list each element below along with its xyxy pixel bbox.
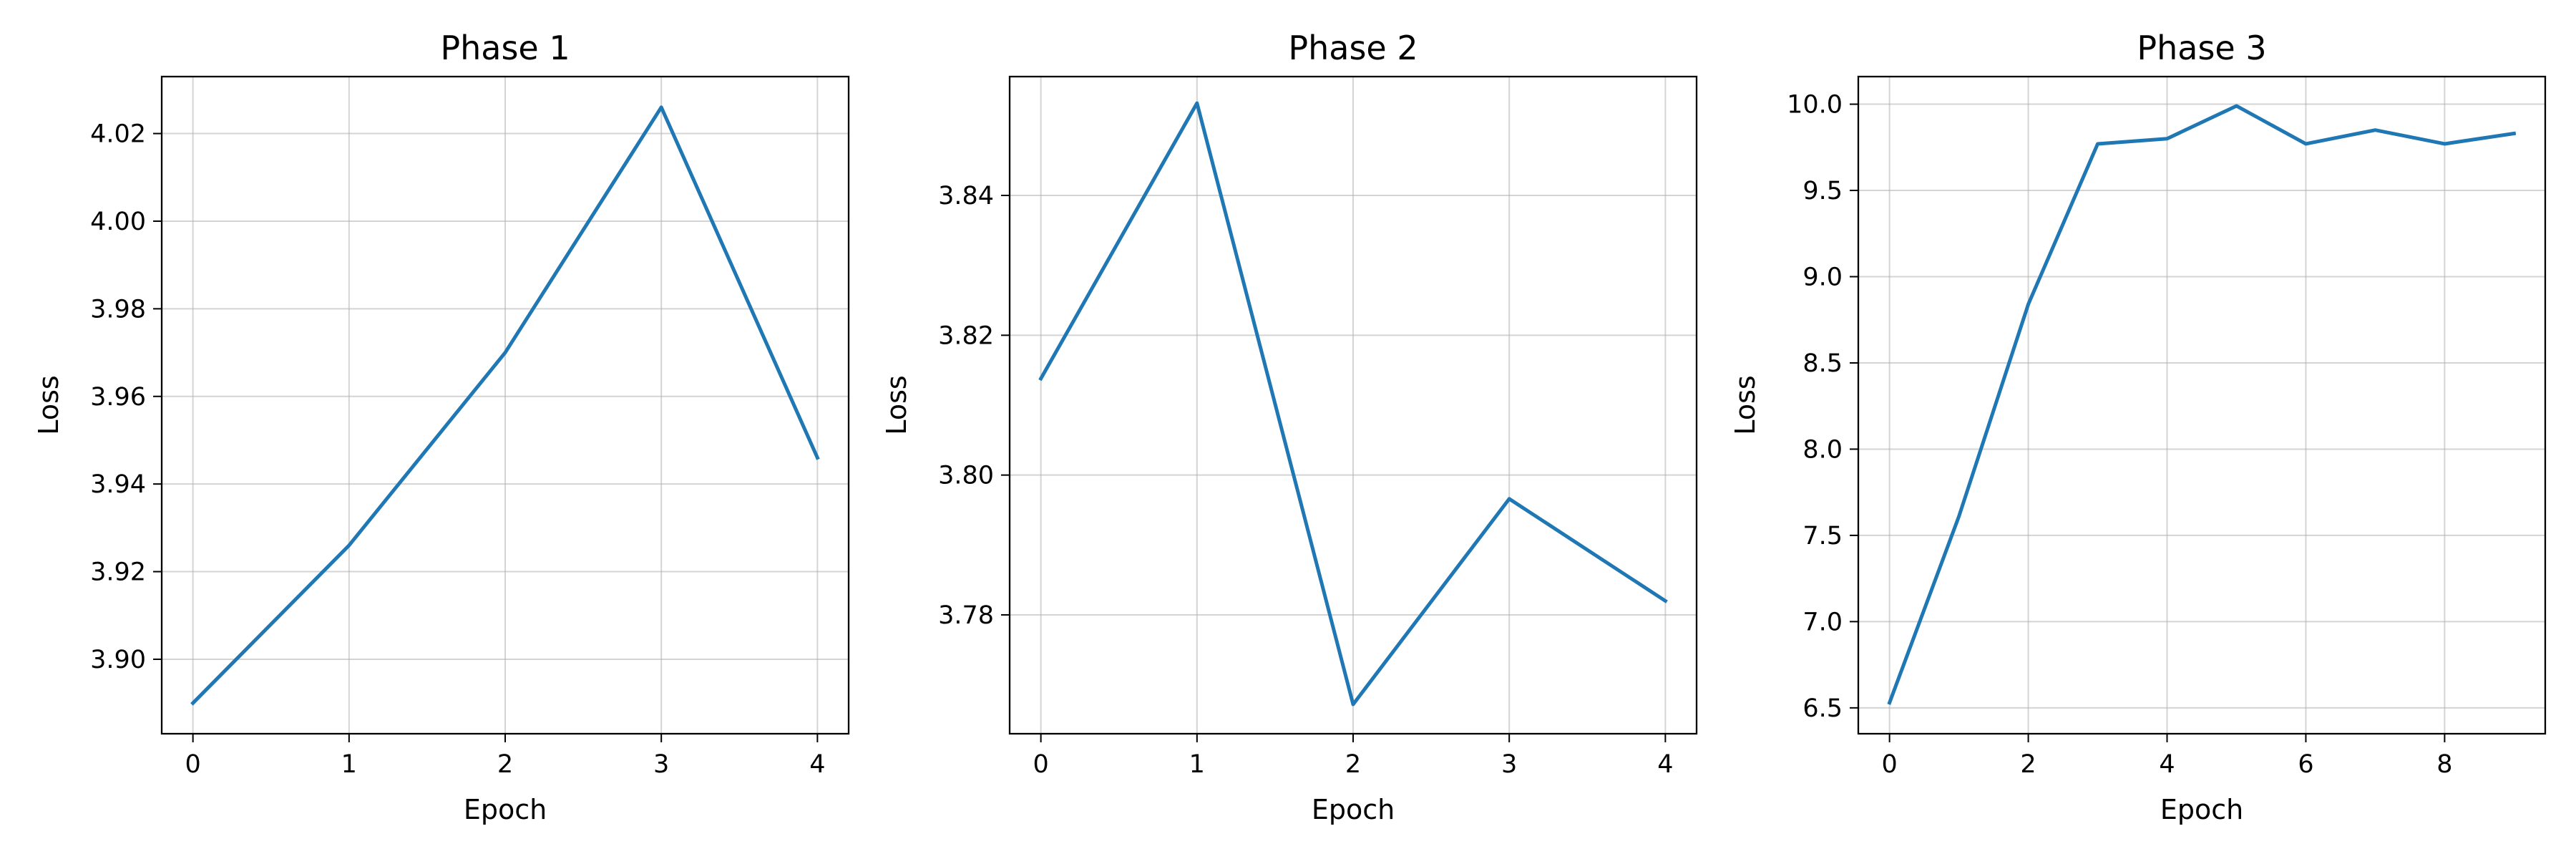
data-point	[2165, 137, 2170, 141]
grid-lines	[1858, 77, 2545, 734]
x-tick-label: 0	[1881, 750, 1897, 779]
x-tick-label: 0	[1033, 750, 1048, 779]
chart-panel-phase-1: Phase 1 Epoch Loss 0 1 2 3 4 3.90 3.92 3.94 3.96…	[33, 29, 850, 825]
series-layer	[1887, 104, 2517, 705]
y-tick-label: 3.94	[90, 470, 146, 499]
data-point	[1507, 497, 1511, 501]
series-line	[190, 105, 820, 706]
x-axis-label: Epoch	[2160, 794, 2243, 825]
x-tick-label: 2	[497, 750, 513, 779]
data-point	[347, 543, 351, 548]
grid-lines	[162, 77, 849, 734]
x-tick-label: 6	[2298, 750, 2313, 779]
y-tick-label: 4.00	[90, 208, 146, 236]
x-tick-label: 4	[1657, 750, 1673, 779]
y-tick-label: 3.92	[90, 558, 146, 587]
chart-title: Phase 1	[440, 29, 570, 67]
y-tick-label: 10.0	[1787, 91, 1843, 120]
data-point	[2442, 142, 2446, 146]
y-tick-label: 3.84	[938, 182, 994, 210]
grid-lines	[1010, 77, 1697, 734]
chart-panel-phase-3: Phase 3 Epoch Loss 0 2 4 6 8 6.5 7.0 7.5 8.0 8.5 9…	[1729, 29, 2547, 825]
data-point	[2303, 142, 2308, 146]
y-axis-label: Loss	[881, 375, 912, 435]
x-tick-label: 1	[341, 750, 357, 779]
data-point	[815, 455, 819, 460]
chart-title: Phase 3	[2137, 29, 2266, 67]
y-tick-label: 3.78	[938, 601, 994, 630]
x-tick-label: 0	[185, 750, 200, 779]
axis-ticks: 0 1 2 3 4 3.78 3.80 3.82 3.84	[938, 182, 1673, 779]
x-tick-label: 2	[1345, 750, 1361, 779]
x-tick-label: 4	[2159, 750, 2175, 779]
data-point	[1351, 702, 1355, 707]
data-point	[1957, 514, 1961, 518]
y-axis-label: Loss	[1729, 375, 1761, 435]
y-tick-label: 3.96	[90, 383, 146, 412]
series-layer	[190, 105, 820, 706]
data-point	[1888, 701, 1892, 705]
y-tick-label: 4.02	[90, 120, 146, 149]
data-point	[1663, 598, 1667, 603]
axes-frame	[1857, 75, 2547, 735]
x-tick-label: 8	[2436, 750, 2452, 779]
y-axis-label: Loss	[33, 375, 64, 435]
chart-title: Phase 2	[1288, 29, 1418, 67]
data-point	[1039, 377, 1043, 381]
data-point	[1195, 101, 1199, 105]
x-tick-label: 3	[653, 750, 669, 779]
y-tick-label: 9.0	[1802, 263, 1843, 291]
y-tick-label: 7.0	[1802, 608, 1843, 636]
y-tick-label: 8.0	[1802, 435, 1843, 464]
chart-panel-phase-2: Phase 2 Epoch Loss 0 1 2 3 4 3.78 3.80 3.82 3.84	[881, 29, 1698, 825]
data-point	[2512, 132, 2516, 136]
data-point	[2026, 302, 2031, 306]
y-tick-label: 8.5	[1802, 349, 1843, 378]
x-tick-label: 1	[1189, 750, 1205, 779]
x-axis-label: Epoch	[464, 794, 547, 825]
y-tick-label: 3.98	[90, 295, 146, 324]
axis-ticks: 0 2 4 6 8 6.5 7.0 7.5 8.0 8.5 9.0 9.5 10.0	[1787, 91, 2452, 779]
data-point	[191, 701, 195, 705]
x-tick-label: 2	[2020, 750, 2036, 779]
data-point	[2234, 104, 2238, 108]
data-point	[503, 351, 507, 355]
y-tick-label: 9.5	[1802, 177, 1843, 205]
series-line	[1887, 104, 2517, 705]
axis-ticks: 0 1 2 3 4 3.90 3.92 3.94 3.96 3.98 4.00 4.02	[90, 120, 825, 779]
data-point	[2096, 142, 2100, 146]
data-point	[2373, 128, 2377, 132]
x-tick-label: 4	[809, 750, 825, 779]
y-tick-label: 3.90	[90, 646, 146, 674]
x-tick-label: 3	[1501, 750, 1517, 779]
y-tick-label: 6.5	[1802, 694, 1843, 723]
y-tick-label: 3.82	[938, 321, 994, 350]
series-line	[1038, 101, 1668, 707]
series-layer	[1038, 101, 1668, 707]
data-point	[659, 105, 663, 110]
x-axis-label: Epoch	[1312, 794, 1395, 825]
y-tick-label: 7.5	[1802, 522, 1843, 550]
y-tick-label: 3.80	[938, 462, 994, 490]
